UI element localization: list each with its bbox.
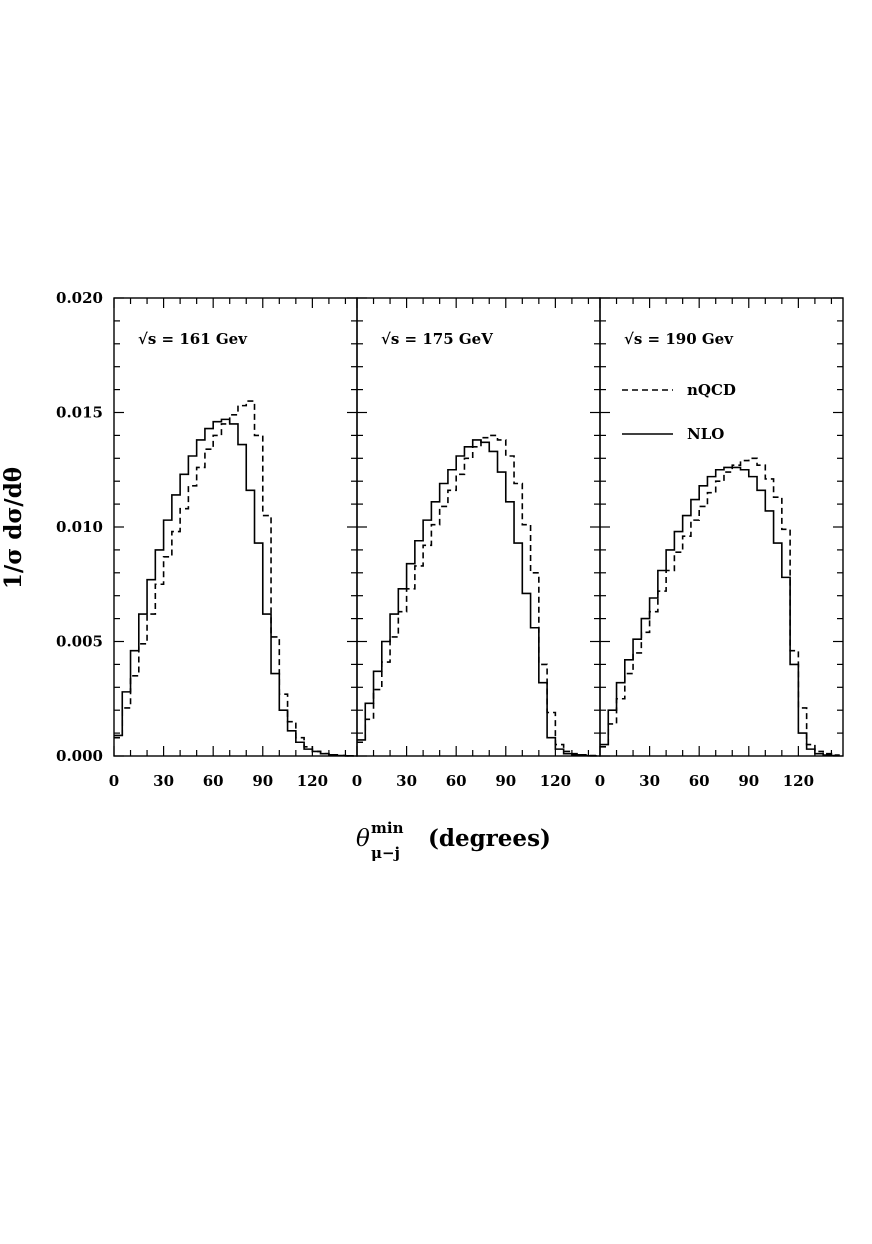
panel-3: √s = 190 Gev <box>599 297 844 757</box>
y-tick-label: 0.015 <box>56 404 103 422</box>
series-line-nlo <box>114 418 354 757</box>
x-tick-label: 30 <box>153 772 174 790</box>
x-tick-label: 60 <box>203 772 224 790</box>
x-tick-label: 30 <box>639 772 660 790</box>
panel-label: √s = 190 Gev <box>624 330 734 348</box>
x-axis-title-superscript: min <box>371 819 404 837</box>
x-axis-title-units: (degrees) <box>428 825 551 852</box>
series-line-nqcd <box>357 434 597 757</box>
x-tick-label: 0 <box>109 772 119 790</box>
x-axis-title-symbol: θ <box>356 826 370 852</box>
series-line-nlo <box>357 439 597 757</box>
legend-label-nlo: NLO <box>687 425 724 443</box>
panel-2: √s = 175 GeV <box>356 297 601 757</box>
x-tick-label: 0 <box>352 772 362 790</box>
panels-layer: √s = 161 Gev √s = 175 GeV √s = 190 Gev <box>113 297 844 757</box>
legend-label-nqcd: nQCD <box>687 381 736 399</box>
series-line-nlo <box>600 466 840 757</box>
y-tick-label: 0.005 <box>56 633 103 651</box>
x-tick-label: 30 <box>396 772 417 790</box>
y-tick-label: 0.020 <box>56 289 103 307</box>
x-tick-label: 60 <box>446 772 467 790</box>
x-tick-label: 60 <box>689 772 710 790</box>
y-tick-label: 0.010 <box>56 518 103 536</box>
y-tick-label: 0.000 <box>56 747 103 765</box>
x-tick-label: 90 <box>495 772 516 790</box>
legend-layer: nQCD NLO <box>622 381 736 443</box>
x-axis-title-subscript: μ−j <box>371 844 400 862</box>
panel-label: √s = 161 Gev <box>138 330 248 348</box>
x-tick-label: 120 <box>297 772 328 790</box>
panel-label: √s = 175 GeV <box>381 330 493 348</box>
x-tick-label: 0 <box>595 772 605 790</box>
series-line-nqcd <box>600 457 840 756</box>
x-tick-label: 120 <box>783 772 814 790</box>
x-axis-title: θ min μ−j (degrees) <box>356 819 551 862</box>
panel-frame <box>356 297 601 757</box>
x-tick-label: 120 <box>540 772 571 790</box>
x-tick-label: 90 <box>252 772 273 790</box>
x-tick-label: 90 <box>738 772 759 790</box>
panel-1: √s = 161 Gev <box>113 297 358 757</box>
panel-frame <box>599 297 844 757</box>
panel-frame <box>113 297 358 757</box>
y-axis-title: 1/σ dσ/dθ <box>0 467 27 589</box>
series-line-nqcd <box>114 400 354 757</box>
ticks-layer: 0 30 60 90 120 0 30 60 90 120 0 30 60 90 120 0.000 0.005… <box>56 289 814 790</box>
